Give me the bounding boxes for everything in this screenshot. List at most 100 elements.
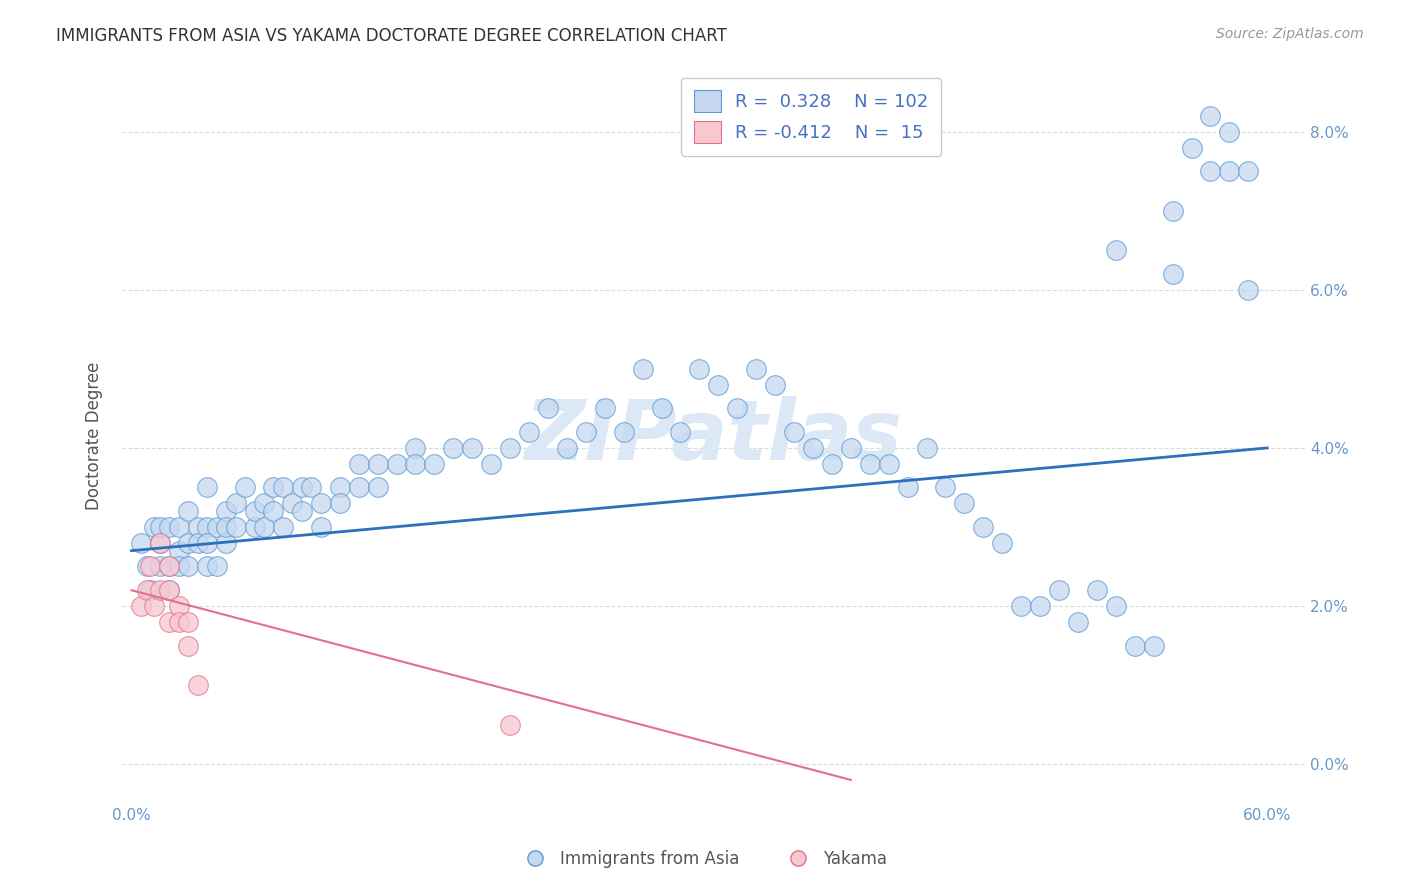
Point xyxy=(143,520,166,534)
Point xyxy=(1218,125,1240,139)
Point xyxy=(1143,639,1166,653)
Point xyxy=(897,480,920,494)
Point xyxy=(1105,244,1128,258)
Point xyxy=(243,504,266,518)
Point xyxy=(783,425,806,439)
Point xyxy=(367,457,389,471)
Point xyxy=(499,717,522,731)
Point xyxy=(859,457,882,471)
Point xyxy=(877,457,900,471)
Point xyxy=(367,480,389,494)
Point xyxy=(1237,164,1260,178)
Point xyxy=(263,504,285,518)
Point xyxy=(135,559,157,574)
Point xyxy=(745,362,768,376)
Legend: R =  0.328    N = 102, R = -0.412    N =  15: R = 0.328 N = 102, R = -0.412 N = 15 xyxy=(681,78,941,156)
Point xyxy=(575,425,598,439)
Point xyxy=(821,457,844,471)
Point xyxy=(915,441,938,455)
Point xyxy=(157,559,180,574)
Text: IMMIGRANTS FROM ASIA VS YAKAMA DOCTORATE DEGREE CORRELATION CHART: IMMIGRANTS FROM ASIA VS YAKAMA DOCTORATE… xyxy=(56,27,727,45)
Point xyxy=(499,441,522,455)
Point xyxy=(263,480,285,494)
Y-axis label: Doctorate Degree: Doctorate Degree xyxy=(86,362,103,510)
Point xyxy=(839,441,862,455)
Point xyxy=(195,520,218,534)
Point xyxy=(177,615,200,629)
Text: Source: ZipAtlas.com: Source: ZipAtlas.com xyxy=(1216,27,1364,41)
Point xyxy=(555,441,578,455)
Point xyxy=(253,520,276,534)
Point xyxy=(167,520,190,534)
Point xyxy=(537,401,560,416)
Point xyxy=(225,496,247,510)
Point xyxy=(195,559,218,574)
Point xyxy=(205,559,228,574)
Point xyxy=(423,457,446,471)
Point xyxy=(934,480,956,494)
Point xyxy=(177,639,200,653)
Point xyxy=(479,457,502,471)
Point xyxy=(299,480,322,494)
Point xyxy=(1010,599,1032,613)
Point xyxy=(1161,203,1184,218)
Point xyxy=(593,401,616,416)
Point xyxy=(347,480,370,494)
Point xyxy=(149,535,172,549)
Point xyxy=(143,599,166,613)
Legend: Immigrants from Asia, Yakama: Immigrants from Asia, Yakama xyxy=(512,844,894,875)
Point xyxy=(1199,109,1222,123)
Point xyxy=(157,583,180,598)
Point xyxy=(177,535,200,549)
Point xyxy=(129,535,152,549)
Point xyxy=(309,496,332,510)
Point xyxy=(195,480,218,494)
Point xyxy=(215,520,238,534)
Point xyxy=(139,559,162,574)
Point xyxy=(1105,599,1128,613)
Point xyxy=(167,559,190,574)
Point xyxy=(1161,267,1184,281)
Point xyxy=(253,496,276,510)
Point xyxy=(149,520,172,534)
Point xyxy=(801,441,824,455)
Point xyxy=(991,535,1014,549)
Point xyxy=(233,480,256,494)
Point xyxy=(385,457,408,471)
Point xyxy=(1123,639,1146,653)
Point xyxy=(177,504,200,518)
Point xyxy=(177,559,200,574)
Point xyxy=(1237,283,1260,297)
Point xyxy=(157,615,180,629)
Point xyxy=(1047,583,1070,598)
Point xyxy=(187,535,209,549)
Point xyxy=(187,678,209,692)
Point xyxy=(441,441,464,455)
Point xyxy=(167,599,190,613)
Point xyxy=(461,441,484,455)
Point xyxy=(271,480,294,494)
Point xyxy=(1199,164,1222,178)
Point xyxy=(149,535,172,549)
Point xyxy=(271,520,294,534)
Point xyxy=(329,480,352,494)
Point xyxy=(763,377,786,392)
Point xyxy=(329,496,352,510)
Point xyxy=(517,425,540,439)
Point xyxy=(1085,583,1108,598)
Point xyxy=(669,425,692,439)
Point xyxy=(347,457,370,471)
Point xyxy=(281,496,304,510)
Point xyxy=(195,535,218,549)
Point xyxy=(135,583,157,598)
Point xyxy=(650,401,672,416)
Text: ZIPatlas: ZIPatlas xyxy=(524,395,903,476)
Point xyxy=(972,520,994,534)
Point xyxy=(129,599,152,613)
Point xyxy=(215,535,238,549)
Point xyxy=(149,583,172,598)
Point xyxy=(291,504,314,518)
Point xyxy=(187,520,209,534)
Point xyxy=(725,401,748,416)
Point xyxy=(243,520,266,534)
